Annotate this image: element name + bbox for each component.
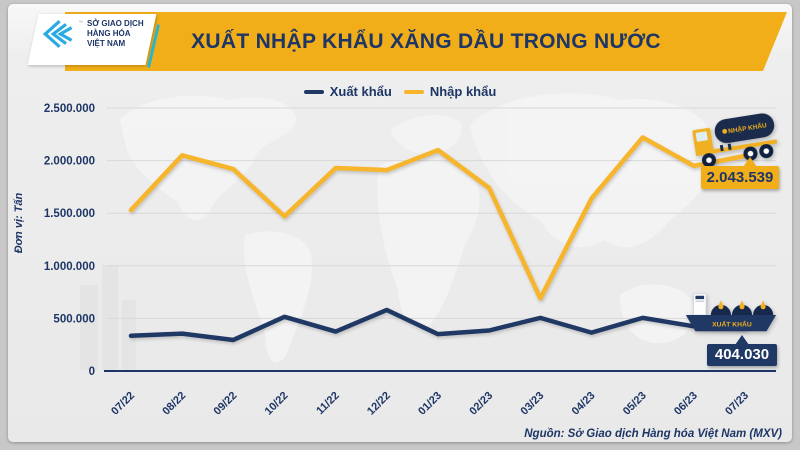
export-ship-icon: XUẤT KHẨU [685,293,777,332]
callout-pointer [743,157,757,167]
legend-swatch-yellow [403,89,424,94]
callout-pointer [735,335,749,345]
page-title: XUẤT NHẬP KHẨU XĂNG DẦU TRONG NƯỚC [191,29,661,53]
import-truck-icon: NHẬP KHẨU [692,113,778,168]
mxv-logo-icon [42,20,73,48]
logo-text: SỞ GIAO DỊCH HÀNG HÓA VIỆT NAM [87,19,144,48]
export-value-callout: 404.030 [707,335,777,366]
svg-text:XUẤT KHẨU: XUẤT KHẨU [712,318,752,328]
y-axis-unit-label: Đơn vị: Tấn [13,192,25,254]
legend-swatch-navy [303,89,324,94]
mxv-logo: ™ SỞ GIAO DỊCH HÀNG HÓA VIỆT NAM [42,18,144,50]
source-credit: Nguồn: Sở Giao dịch Hàng hóa Việt Nam (M… [524,428,782,440]
legend-item-nhap-khau: Nhập khẩu [403,84,496,99]
title-banner: XUẤT NHẬP KHẨU XĂNG DẦU TRONG NƯỚC [65,12,787,71]
trademark-symbol: ™ [78,20,83,26]
legend-item-xuat-khau: Xuất khẩu [303,84,392,99]
import-value-callout: 2.043.539 [701,157,779,189]
chart-legend: Xuất khẩu Nhập khẩu [0,84,800,99]
